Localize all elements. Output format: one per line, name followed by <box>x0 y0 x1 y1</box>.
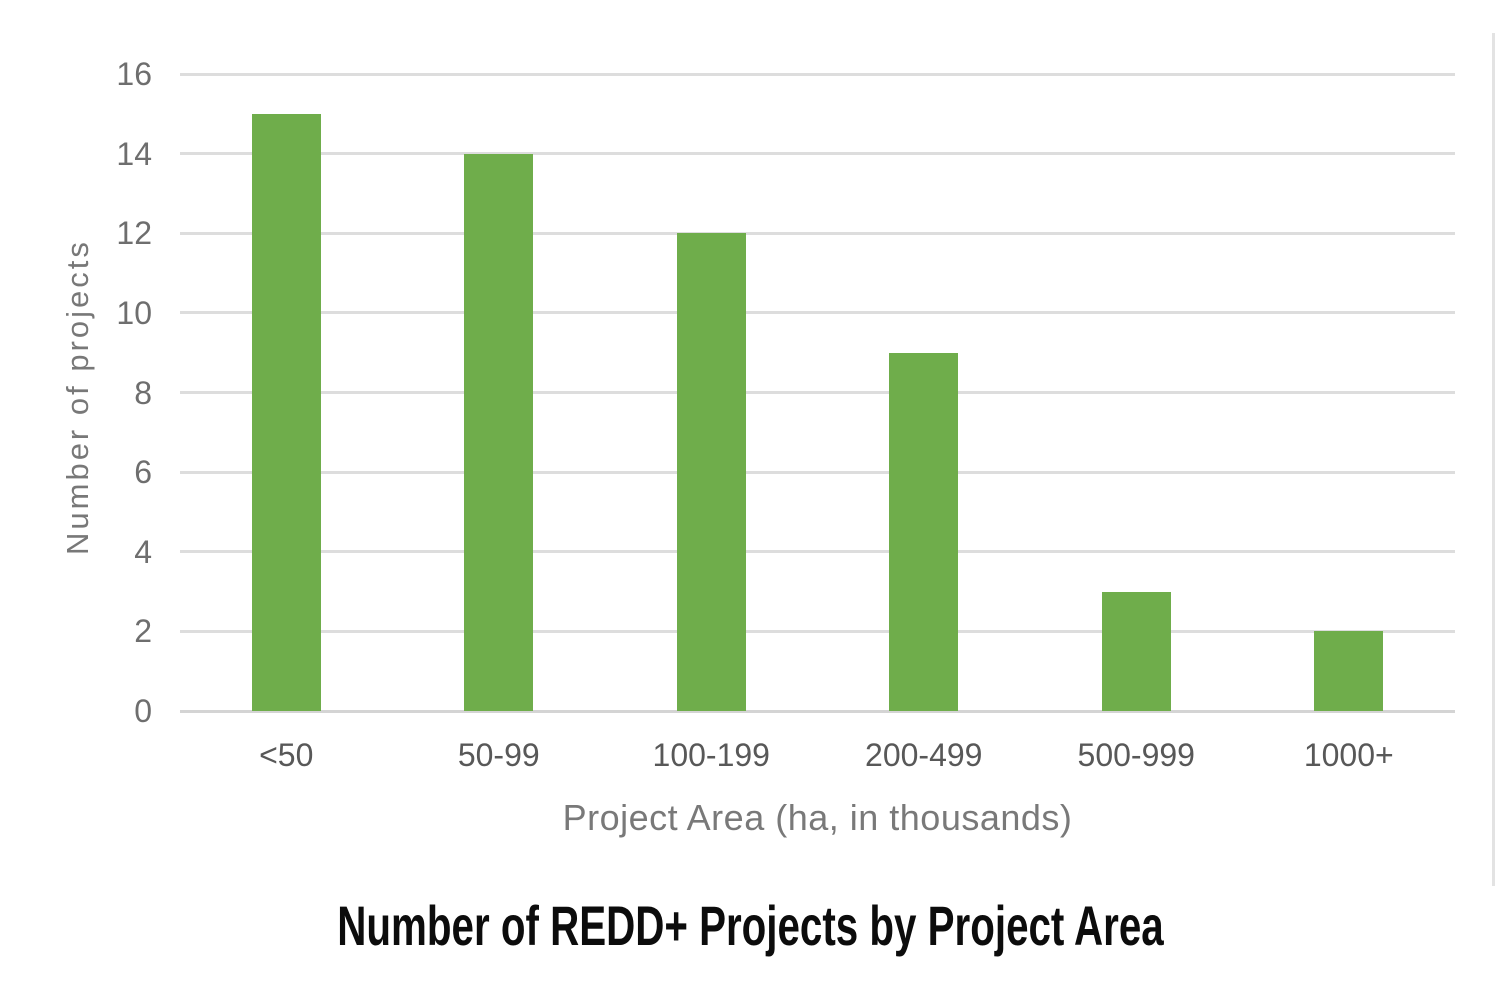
y-tick-label: 14 <box>116 135 152 172</box>
y-tick-label: 8 <box>134 374 152 411</box>
gridline <box>180 72 1455 76</box>
bar-1000+ <box>1314 631 1384 711</box>
x-axis-title: Project Area (ha, in thousands) <box>562 797 1073 838</box>
gridline <box>180 231 1455 235</box>
bar-200-499 <box>889 352 959 711</box>
y-tick-label: 2 <box>134 613 152 650</box>
y-tick-label: 10 <box>116 294 152 331</box>
y-tick-label: 6 <box>134 454 152 491</box>
x-tick-label: 500-999 <box>1077 737 1195 773</box>
chart-title: Number of REDD+ Projects by Project Area <box>337 894 1164 957</box>
gridline <box>180 550 1455 554</box>
x-tick-label: 50-99 <box>457 737 540 773</box>
x-tick-label: 100-199 <box>652 737 770 773</box>
right-border-line <box>1492 33 1495 886</box>
bar-50-99 <box>464 153 534 711</box>
y-tick-label: 4 <box>134 533 152 570</box>
y-tick-label: 16 <box>116 56 152 92</box>
gridline <box>180 470 1455 474</box>
x-tick-label: 200-499 <box>865 737 983 773</box>
x-tick-label: <50 <box>259 737 314 773</box>
y-tick-label: 12 <box>116 215 152 252</box>
gridline <box>180 629 1455 633</box>
gridline <box>180 311 1455 315</box>
bar-100-199 <box>676 233 746 711</box>
y-tick-label: 0 <box>134 693 152 729</box>
bar-500-999 <box>1101 591 1171 711</box>
bar-<50 <box>251 113 321 711</box>
y-axis-title: Number of projects <box>60 239 95 555</box>
gridline <box>180 152 1455 156</box>
gridline <box>180 391 1455 394</box>
x-axis-line <box>180 709 1455 713</box>
x-tick-label: 1000+ <box>1303 737 1394 773</box>
